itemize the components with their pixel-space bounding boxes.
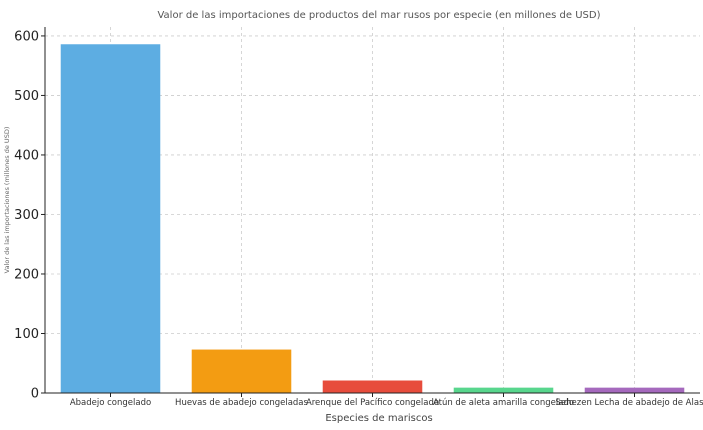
bars <box>60 44 685 393</box>
y-tick-label: 0 <box>31 387 39 402</box>
x-tick-label: Atún de aleta amarilla congelado <box>433 398 574 408</box>
x-axis-ticks: Abadejo congelado Huevas de abadejo conge… <box>70 393 703 408</box>
y-tick-label: 600 <box>14 29 39 44</box>
x-tick-label: Sehezen Lecha de abadejo de Alaska <box>556 398 703 408</box>
bar <box>584 387 685 393</box>
y-tick-label: 400 <box>14 148 39 163</box>
bar <box>191 349 292 393</box>
y-tick-label: 500 <box>14 89 39 104</box>
y-tick-label: 200 <box>14 267 39 282</box>
x-tick-label: Arenque del Pacífico congelado <box>306 398 439 408</box>
bar <box>453 387 554 393</box>
x-axis-label: Especies de mariscos <box>325 413 432 424</box>
y-tick-label: 100 <box>14 327 39 342</box>
y-axis-ticks: 0 100 200 300 400 500 600 <box>14 29 45 402</box>
chart-title: Valor de las importaciones de productos … <box>157 10 600 21</box>
x-tick-label: Huevas de abadejo congeladas <box>175 398 308 408</box>
x-tick-label: Abadejo congelado <box>70 398 151 408</box>
y-axis-label: Valor de las importaciones (millones de … <box>3 127 11 274</box>
y-tick-label: 300 <box>14 208 39 223</box>
bar <box>322 380 423 393</box>
bar <box>60 44 161 393</box>
